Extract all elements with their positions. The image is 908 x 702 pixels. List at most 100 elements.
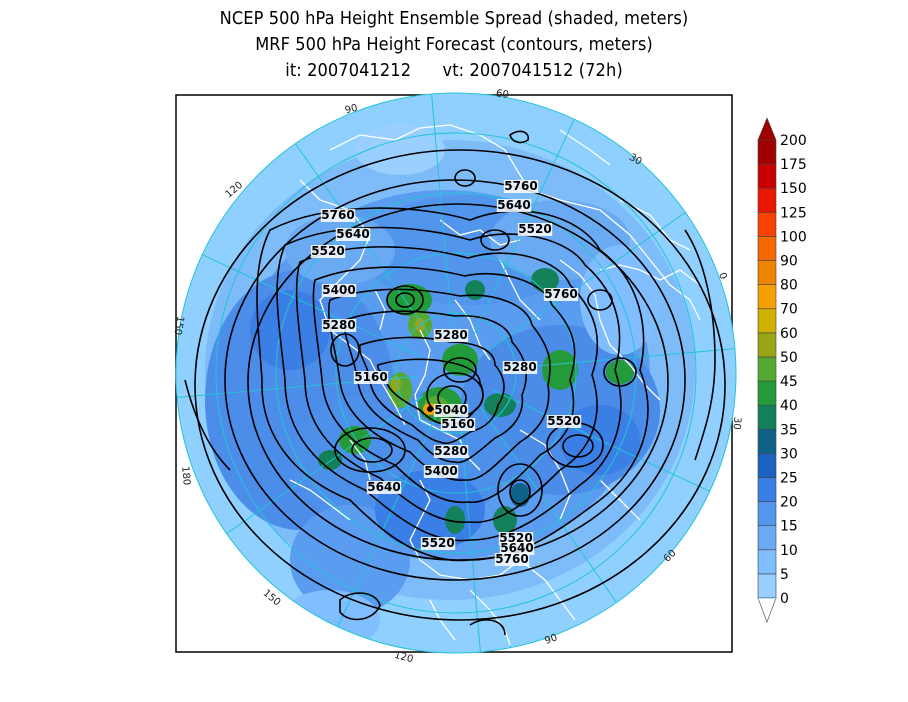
- contour-label: 5520: [518, 222, 551, 236]
- colorbar-tick-label: 80: [780, 278, 798, 294]
- latitude-circle: [215, 132, 697, 614]
- polar-map-edge: [175, 92, 737, 654]
- contour-label: 5640: [497, 198, 530, 212]
- contour-label: 5640: [336, 227, 369, 241]
- longitude-label: 0: [716, 271, 729, 281]
- contour-label: 5040: [434, 403, 467, 417]
- contour-label-bg: [423, 465, 459, 478]
- colorbar-swatch: [757, 501, 777, 526]
- colorbar-swatch: [757, 428, 777, 454]
- chart-title: NCEP 500 hPa Height Ensemble Spread (sha…: [0, 6, 908, 84]
- colorbar-base: [758, 598, 776, 599]
- meridian-line: [478, 405, 618, 603]
- colorbar-tick-label: 0: [780, 591, 789, 607]
- colorbar-tick-label: 40: [780, 398, 798, 414]
- longitude-label: 30: [730, 416, 742, 430]
- meridian-line: [492, 389, 710, 492]
- contour-label: 5520: [311, 244, 344, 258]
- meridian-line: [294, 143, 434, 341]
- contour-label-bg: [433, 329, 469, 342]
- colorbar-tick-label: 45: [780, 374, 798, 390]
- contour-label: 5760: [495, 552, 528, 566]
- height-contours: [184, 130, 726, 636]
- colorbar-swatch: [757, 163, 777, 189]
- colorbar-tick-label: 25: [780, 470, 798, 486]
- contour-label-bg: [420, 537, 456, 550]
- colorbar-tick-label: 200: [780, 133, 807, 149]
- contour-label-bg: [496, 199, 532, 212]
- colorbar-tick-label: 50: [780, 350, 798, 366]
- contour-label: 5280: [322, 318, 355, 332]
- contour-label-bg: [366, 481, 402, 494]
- contour-label: 5640: [367, 480, 400, 494]
- contour-label: 5280: [434, 328, 467, 342]
- contour-label: 5400: [322, 283, 355, 297]
- colorbar-swatch: [757, 260, 777, 285]
- colorbar-swatch: [757, 380, 777, 406]
- colorbar-tick-label: 175: [780, 157, 807, 173]
- contour-label-bg: [440, 418, 476, 431]
- colorbar-tick-label: 10: [780, 543, 798, 559]
- contour-label: 5760: [321, 208, 354, 222]
- colorbar-swatch: [757, 332, 777, 358]
- title-line-3: it: 2007041212 vt: 2007041512 (72h): [285, 60, 623, 81]
- colorbar-tick-label: 60: [780, 326, 798, 342]
- colorbar-swatch: [757, 212, 777, 237]
- colorbar-swatch: [757, 308, 777, 334]
- contour-label: 5280: [434, 444, 467, 458]
- colorbar-tick-label: 30: [780, 446, 798, 462]
- contour-label-bg: [433, 445, 469, 458]
- contour-label-bg: [517, 223, 553, 236]
- contour-label: 5160: [441, 417, 474, 431]
- colorbar-top-arrow: [757, 117, 777, 141]
- contour-label-bg: [320, 209, 356, 222]
- colorbar-tick-label: 15: [780, 519, 798, 535]
- colorbar: 0 5 10 15 20 25 30 35 40 45 50 60 70 80 90 100 125 150 175…: [757, 117, 807, 623]
- title-line-1: NCEP 500 hPa Height Ensemble Spread (sha…: [219, 8, 689, 29]
- longitude-label: 120: [393, 650, 414, 666]
- colorbar-bottom-arrow: [757, 597, 777, 623]
- longitude-label: 180: [179, 466, 192, 486]
- contour-labels: 5760564055205760564055205760540052805280…: [310, 179, 582, 566]
- contour-label-bg: [433, 404, 469, 417]
- colorbar-tick-label: 90: [780, 254, 798, 270]
- contour-label-bg: [310, 245, 346, 258]
- contour-label-bg: [321, 284, 357, 297]
- contour-label: 5520: [421, 536, 454, 550]
- longitude-label: 90: [543, 632, 559, 647]
- colorbar-swatch: [757, 525, 777, 551]
- colorbar-swatch: [757, 477, 777, 502]
- longitude-label: 150: [171, 315, 185, 336]
- contour-label: 5520: [547, 414, 580, 428]
- contour-label-bg: [498, 532, 534, 545]
- colorbar-swatch: [757, 284, 777, 310]
- colorbar-swatch: [757, 404, 777, 430]
- colorbar-swatch: [757, 187, 777, 213]
- contour-label-bg: [335, 228, 371, 241]
- contour-label-bg: [321, 319, 357, 332]
- contour-label-bg: [494, 553, 530, 566]
- contour-label-bg: [546, 415, 582, 428]
- contour-label: 5160: [354, 370, 387, 384]
- contour-label-bg: [503, 180, 539, 193]
- contour-label: 5760: [544, 287, 577, 301]
- meridian-line: [488, 211, 686, 351]
- colorbar-tick-label: 125: [780, 205, 807, 221]
- colorbar-swatch: [757, 356, 777, 382]
- longitude-label: 60: [495, 88, 509, 101]
- contour-label: 5400: [424, 464, 457, 478]
- colorbar-swatch: [757, 453, 777, 478]
- colorbar-tick-label: 35: [780, 422, 798, 438]
- contour-label-bg: [499, 542, 535, 555]
- contour-label-bg: [543, 288, 579, 301]
- colorbar-swatch: [757, 236, 777, 261]
- contour-label: 5640: [500, 541, 533, 555]
- longitude-label: 90: [344, 103, 359, 117]
- colorbar-tick-label: 100: [780, 229, 807, 245]
- contour-label: 5520: [499, 531, 532, 545]
- colorbar-swatch: [757, 573, 777, 599]
- latitude-circle: [335, 252, 577, 494]
- colorbar-swatch: [757, 139, 777, 165]
